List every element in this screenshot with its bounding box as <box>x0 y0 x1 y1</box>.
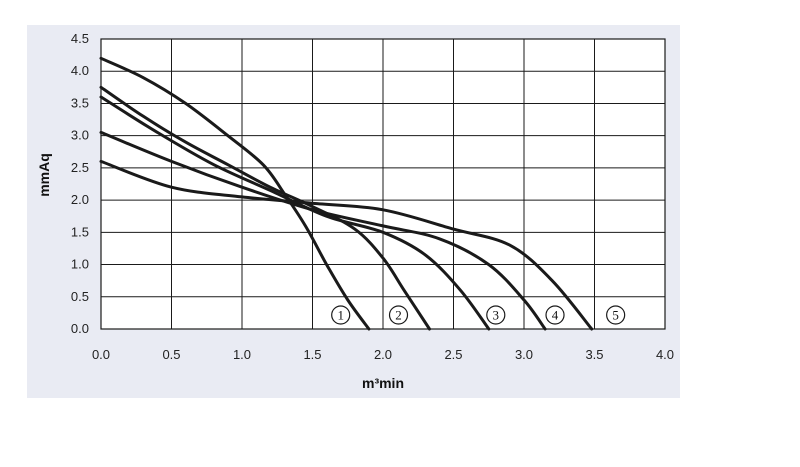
x-axis-label: m³min <box>362 375 404 391</box>
y-tick-label: 0.0 <box>71 321 89 336</box>
curve-markers: 1 2 3 4 5 <box>331 305 626 325</box>
x-tick-label: 1.5 <box>303 347 321 362</box>
curve-marker-label-4: 4 <box>552 308 559 323</box>
x-tick-label: 3.0 <box>515 347 533 362</box>
curve-marker-circle-4 <box>545 305 565 325</box>
x-tick-label: 1.0 <box>233 347 251 362</box>
x-tick-label: 3.5 <box>585 347 603 362</box>
y-tick-label: 3.0 <box>71 128 89 143</box>
x-tick-label: 2.5 <box>444 347 462 362</box>
y-tick-label: 1.0 <box>71 257 89 272</box>
curve-2 <box>99 85 431 331</box>
x-tick-label: 2.0 <box>374 347 392 362</box>
grid <box>100 38 666 330</box>
x-tick-label: 0.5 <box>162 347 180 362</box>
x-tick-label: 0.0 <box>92 347 110 362</box>
curves <box>99 56 594 331</box>
tick-labels: 0.0 0.5 1.0 1.5 2.0 2.5 3.0 3.5 4.0 0.0 0.5 1.0 1.5 2… <box>71 31 674 362</box>
curve-marker-circle-1 <box>331 305 351 325</box>
curve-3 <box>99 95 491 331</box>
y-tick-label: 1.5 <box>71 224 89 239</box>
y-tick-label: 4.5 <box>71 31 89 46</box>
x-tick-label: 4.0 <box>656 347 674 362</box>
curve-marker-label-3: 3 <box>493 308 500 323</box>
curve-marker-circle-2 <box>388 305 409 325</box>
curve-marker-label-5: 5 <box>612 308 619 323</box>
curve-5 <box>99 159 594 331</box>
curve-marker-circle-5 <box>606 305 626 325</box>
y-tick-label: 0.5 <box>71 289 89 304</box>
pressure-flow-chart: 1 2 3 4 5 0.0 0.5 1.0 1.5 2.0 2.5 3.0 3.5 4.0 0.0 0.5 1… <box>36 31 674 391</box>
curve-marker-circle-3 <box>486 305 506 325</box>
curve-marker-label-1: 1 <box>337 308 344 323</box>
curve-marker-label-2: 2 <box>395 308 402 323</box>
y-tick-label: 2.0 <box>71 192 89 207</box>
plot-border <box>100 38 666 330</box>
y-tick-label: 3.5 <box>71 95 89 110</box>
y-tick-label: 2.5 <box>71 160 89 175</box>
y-axis-label: mmAq <box>36 153 52 197</box>
y-tick-label: 4.0 <box>71 63 89 78</box>
curve-1 <box>99 56 371 331</box>
curve-4 <box>99 130 547 331</box>
chart-panel: 1 2 3 4 5 0.0 0.5 1.0 1.5 2.0 2.5 3.0 3.5 4.0 0.0 0.5 1… <box>27 25 680 398</box>
